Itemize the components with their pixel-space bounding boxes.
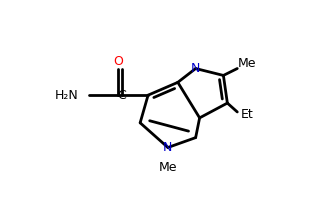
Text: C: C [117,89,126,102]
Text: H₂N: H₂N [55,89,79,102]
Text: N: N [163,141,172,154]
Text: N: N [191,62,200,75]
Text: Me: Me [159,161,177,174]
Text: O: O [113,55,123,68]
Text: Me: Me [238,57,256,70]
Text: Et: Et [241,108,254,122]
